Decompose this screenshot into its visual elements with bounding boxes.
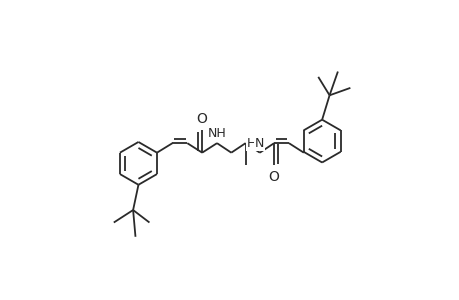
Text: H: H bbox=[246, 137, 256, 150]
Text: O: O bbox=[196, 112, 207, 126]
Text: NH: NH bbox=[207, 127, 226, 140]
Text: O: O bbox=[268, 170, 279, 184]
Text: N: N bbox=[254, 137, 263, 150]
